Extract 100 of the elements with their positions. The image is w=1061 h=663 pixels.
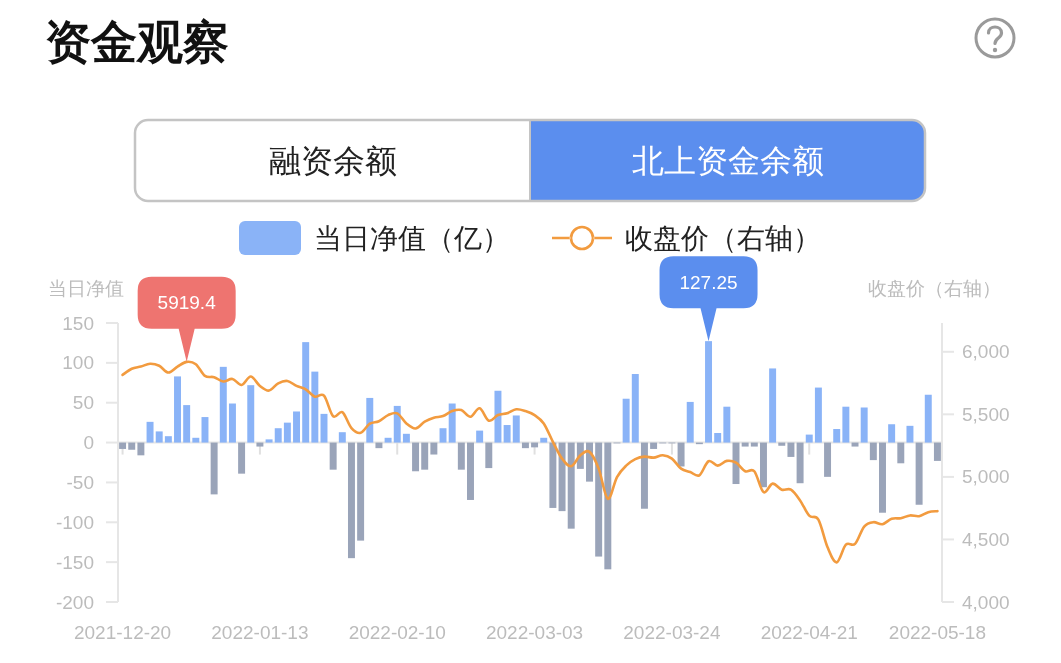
bar (631, 374, 639, 443)
bar (338, 432, 346, 443)
bar (448, 403, 456, 443)
bar (897, 442, 905, 464)
y2-tick-label: 4,500 (962, 528, 1010, 550)
bar (759, 442, 767, 488)
bar (283, 422, 291, 443)
bar (494, 390, 502, 443)
bar (201, 417, 209, 443)
legend-label: 当日净值（亿） (314, 222, 510, 254)
bar (549, 442, 557, 508)
bar (256, 442, 264, 447)
x-tick-label: 2021-12-20 (73, 621, 172, 643)
bar (128, 442, 136, 450)
y-tick-label: 150 (62, 312, 94, 334)
text: 融资余额 (268, 142, 397, 179)
y-tick-label: -150 (55, 551, 94, 573)
bar (393, 405, 401, 443)
bar (622, 398, 630, 443)
x-tick-label: 2022-03-24 (623, 621, 721, 643)
bar (586, 442, 593, 482)
chart-title: 资金观察 (45, 16, 229, 68)
x-tick-label: 2022-05-18 (888, 621, 987, 643)
bar (805, 434, 813, 443)
bar (412, 442, 420, 472)
bar (119, 442, 127, 449)
x-tick-label: 2022-03-03 (485, 621, 584, 643)
x-tick-label: 2022-04-21 (760, 621, 858, 643)
bar (924, 394, 932, 443)
bar (769, 368, 777, 443)
bar (421, 442, 429, 470)
bar (650, 442, 658, 449)
bar (164, 436, 172, 443)
bar (512, 415, 520, 443)
bar (485, 442, 493, 469)
bar (174, 376, 181, 443)
bar (824, 442, 832, 477)
y-axis-title: 当日净值 (48, 277, 124, 299)
bar (366, 397, 374, 443)
bar (640, 442, 648, 509)
y2-axis-title: 收盘价（右轴） (868, 277, 1001, 299)
bar (311, 371, 319, 443)
bar (787, 442, 795, 457)
bar (778, 442, 786, 446)
y-tick-label: 50 (72, 392, 94, 414)
bar (238, 442, 246, 474)
y-tick-label: -50 (66, 471, 94, 493)
bar (146, 421, 154, 443)
bar (467, 442, 474, 500)
bar (247, 385, 255, 443)
y2-tick-label: 5,500 (962, 403, 1010, 425)
bar (183, 405, 191, 443)
bar (869, 442, 877, 461)
bar (137, 442, 145, 456)
bar (567, 442, 575, 529)
legend-label: 收盘价（右轴） (625, 222, 821, 254)
bar (714, 433, 722, 443)
bar (842, 406, 850, 443)
bar (384, 437, 392, 443)
bar (686, 401, 694, 443)
bar (833, 429, 841, 443)
x-tick-label: 2022-01-13 (211, 621, 309, 643)
bar (851, 442, 859, 447)
bar (814, 387, 822, 443)
y2-tick-label: 6,000 (962, 341, 1010, 363)
bar (677, 442, 685, 467)
bar (375, 442, 383, 449)
bar (503, 425, 511, 443)
y-tick-label: 100 (62, 352, 94, 374)
bar (155, 431, 163, 443)
bar (430, 442, 438, 455)
y-tick-label: -200 (55, 591, 94, 613)
bar (219, 366, 227, 443)
bar (604, 442, 612, 570)
y-tick-label: -100 (55, 511, 94, 533)
y-tick-label: 0 (83, 432, 94, 454)
bar (293, 411, 301, 443)
data-label: 127.25 (679, 271, 738, 293)
bar (741, 442, 749, 447)
bar (329, 442, 337, 470)
text: 北上资金余额 (631, 142, 824, 179)
y2-tick-label: 4,000 (962, 591, 1010, 613)
bar (750, 442, 758, 447)
bar (879, 442, 886, 513)
y2-tick-label: 5,000 (962, 466, 1010, 488)
bar (274, 428, 282, 443)
bar (933, 442, 941, 461)
bar (210, 442, 218, 495)
bar (228, 403, 236, 443)
bar (265, 439, 273, 443)
bar (347, 442, 355, 559)
bar (357, 442, 365, 541)
x-tick-label: 2022-02-10 (348, 621, 446, 643)
bar (723, 406, 731, 443)
data-label: 5919.4 (157, 292, 217, 314)
bar (705, 341, 713, 443)
bar (476, 430, 484, 443)
bar (558, 442, 566, 512)
bar (915, 442, 923, 505)
bar (402, 433, 410, 443)
